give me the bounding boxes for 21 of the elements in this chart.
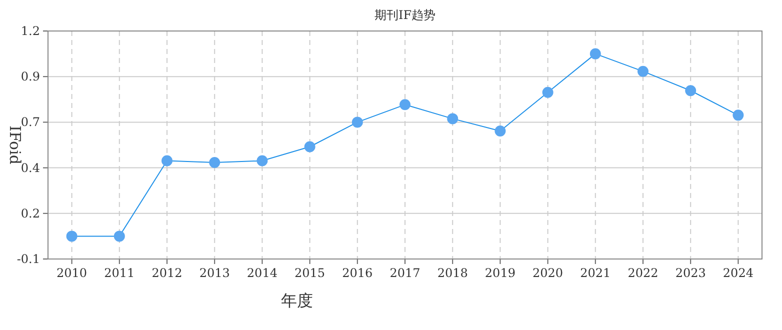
x-tick-label: 2020 <box>532 266 564 280</box>
x-tick-label: 2021 <box>580 266 611 280</box>
x-tick-label: 2015 <box>294 266 326 280</box>
x-tick-label: 2022 <box>628 266 658 280</box>
chart-title: 期刊IF趋势 <box>374 8 436 22</box>
x-tick-label: 2023 <box>675 266 706 280</box>
x-tick-label: 2024 <box>722 266 754 280</box>
x-tick-label: 2017 <box>390 266 420 280</box>
x-tick-label: 2011 <box>104 266 135 280</box>
x-tick-label: 2013 <box>199 266 230 280</box>
x-tick-label: 2016 <box>342 266 373 280</box>
y-tick-label: 0.2 <box>20 206 40 220</box>
x-tick-label: 2019 <box>484 266 516 280</box>
y-tick-label: 0.9 <box>20 70 40 84</box>
x-tick-label: 2018 <box>437 266 468 280</box>
x-tick-label: 2010 <box>56 266 88 280</box>
x-axis-title: 年度 <box>281 291 313 310</box>
y-tick-label: -0.1 <box>16 252 40 266</box>
x-tick-label: 2012 <box>152 266 182 280</box>
y-tick-label: 1.2 <box>20 24 40 38</box>
x-tick-label: 2014 <box>246 266 278 280</box>
